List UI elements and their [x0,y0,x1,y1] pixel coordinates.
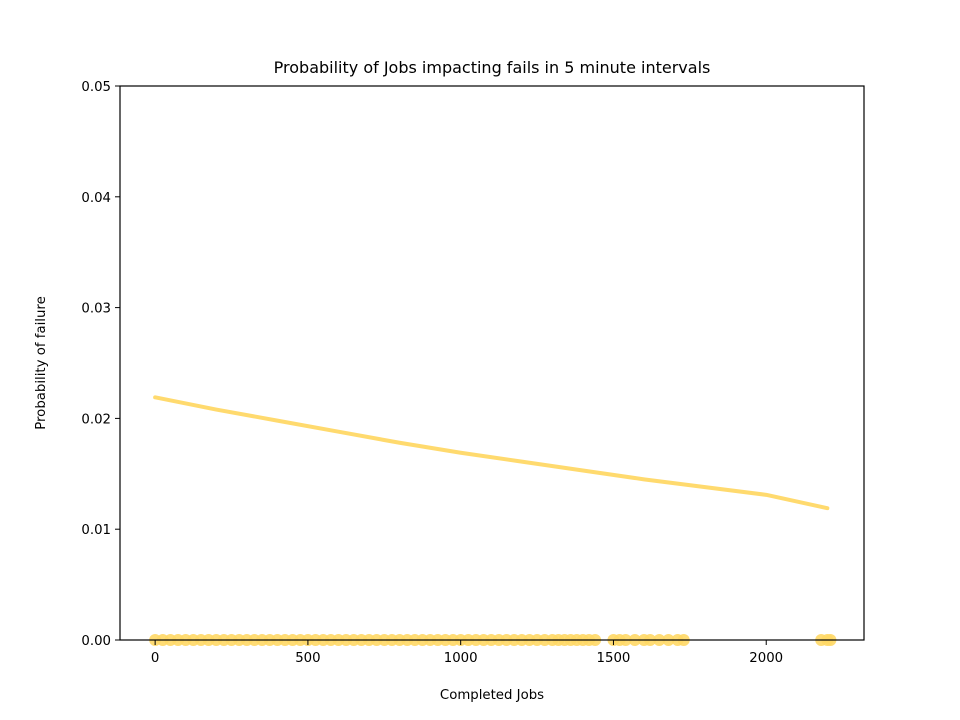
y-tick-label: 0.02 [81,412,111,427]
y-tick-label: 0.03 [81,302,111,317]
y-tick-label: 0.01 [81,523,111,538]
x-axis-label: Completed Jobs [440,688,544,703]
plot-frame [119,85,865,641]
x-tick-label: 0 [151,651,159,666]
x-tick-label: 1000 [444,651,478,666]
y-tick-label: 0.00 [81,634,111,649]
y-tick-label: 0.05 [81,80,111,95]
x-tick-label: 500 [295,651,320,666]
x-tick-label: 2000 [749,651,783,666]
fit-line [153,395,830,511]
x-axis-ticks: 0 500 1000 1500 2000 [151,640,783,666]
y-axis-ticks: 0.00 0.01 0.02 0.03 0.04 0.05 [81,80,120,649]
y-axis-label: Probability of failure [34,296,49,430]
chart-title: Probability of Jobs impacting fails in 5… [274,58,711,77]
x-tick-label: 1500 [597,651,631,666]
y-tick-label: 0.04 [81,191,111,206]
